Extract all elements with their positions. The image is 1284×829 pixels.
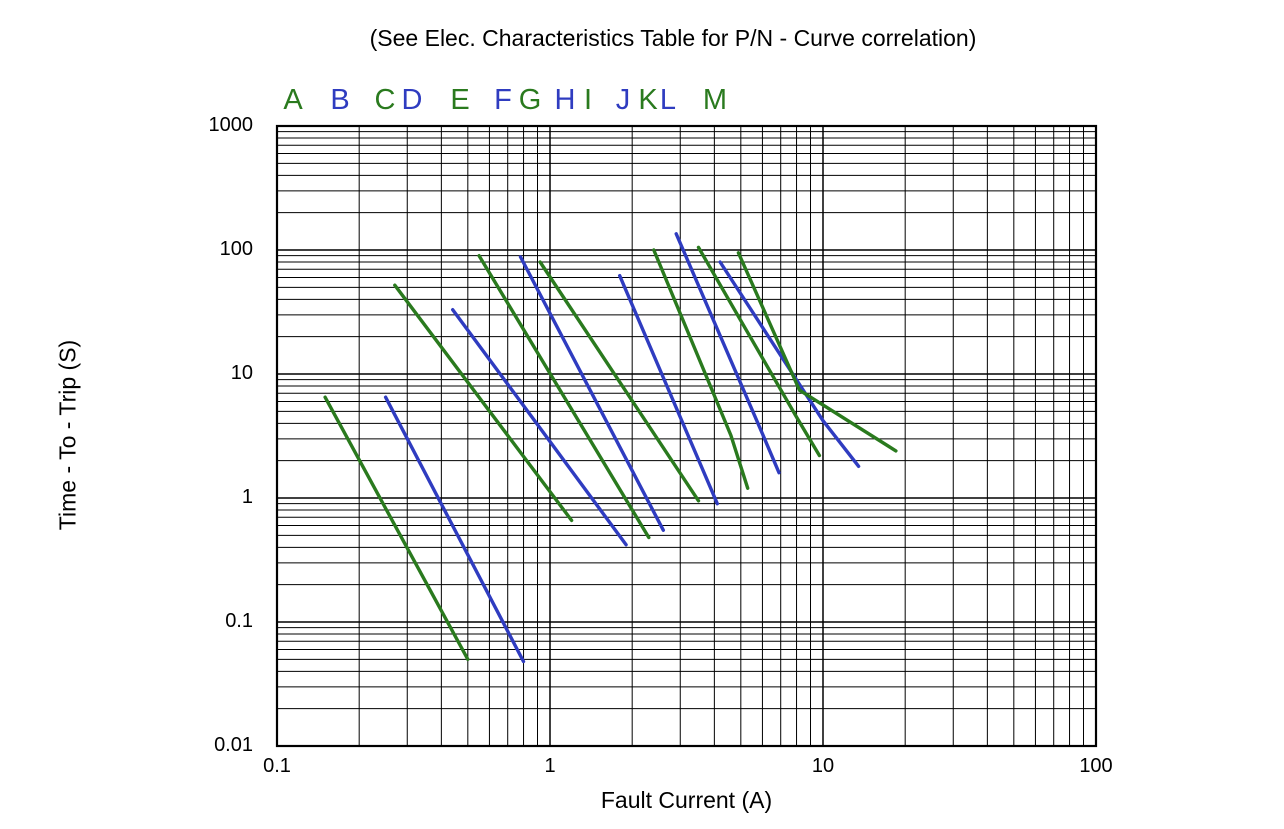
curve-label-L: L: [659, 84, 677, 116]
trip-curve-J: [674, 232, 781, 475]
trip-curve-C: [393, 283, 574, 523]
y-tick-label-0.01: 0.01: [214, 734, 253, 756]
curve-label-I: I: [583, 84, 593, 116]
plot-border: [275, 124, 1098, 748]
x-tick-label-0.1: 0.1: [263, 755, 291, 777]
trip-curve-G: [538, 260, 701, 503]
x-axis-title: Fault Current (A): [600, 787, 773, 813]
y-tick-label-1000: 1000: [208, 114, 254, 136]
trip-curve-K: [696, 245, 822, 458]
curve-label-G: G: [518, 84, 542, 116]
y-tick-label-100: 100: [219, 238, 253, 260]
curve-label-E: E: [450, 84, 470, 116]
curve-label-M: M: [702, 84, 728, 116]
y-tick-label-0.1: 0.1: [225, 610, 253, 632]
trip-curve-D: [451, 308, 628, 547]
trip-curve-L: [718, 260, 861, 468]
curve-label-D: D: [401, 84, 423, 116]
x-tick-label-1: 1: [544, 755, 556, 777]
y-tick-label-1: 1: [241, 486, 253, 508]
x-tick-label-100: 100: [1079, 755, 1113, 777]
trip-curve-B: [383, 395, 526, 664]
curve-label-A: A: [283, 84, 303, 116]
curve-label-K: K: [638, 84, 658, 116]
trip-curve-A: [323, 395, 470, 661]
curve-label-H: H: [554, 84, 576, 116]
y-tick-label-10: 10: [230, 362, 253, 384]
trip-curve-H: [618, 274, 719, 506]
curve-label-J: J: [615, 84, 631, 116]
trip-curve-I: [652, 248, 750, 490]
y-axis-title: Time - To - Trip (S): [54, 339, 81, 531]
trip-curve-E: [477, 253, 651, 540]
curve-label-C: C: [374, 84, 396, 116]
curve-label-B: B: [330, 84, 350, 116]
curve-label-F: F: [494, 84, 512, 116]
x-tick-label-10: 10: [811, 755, 835, 777]
chart-title: (See Elec. Characteristics Table for P/N…: [369, 25, 977, 51]
trip-curve-F: [518, 255, 665, 532]
trip-curve-M: [736, 251, 898, 453]
